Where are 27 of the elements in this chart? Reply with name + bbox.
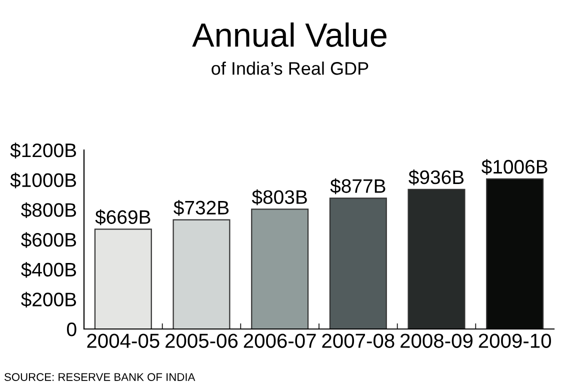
y-tick-label: $200B	[21, 292, 76, 308]
bar	[408, 188, 466, 329]
bar	[251, 208, 309, 329]
x-tick-label: 2007-08	[322, 334, 394, 348]
chart-subtitle: of India’s Real GDP	[212, 62, 368, 75]
y-tick-label: $400B	[21, 262, 76, 278]
x-tick-label: 2008-09	[400, 334, 473, 348]
bar	[329, 198, 387, 329]
bar	[172, 219, 230, 329]
y-tick-label: 0	[67, 322, 76, 336]
bar	[94, 228, 152, 329]
source-note: SOURCE: RESERVE BANK OF INDIA	[4, 373, 196, 381]
y-tick-label: $1200B	[10, 142, 76, 158]
x-tick-label: 2009-10	[478, 334, 552, 348]
y-tick-label: $1000B	[10, 172, 76, 188]
x-tick-label: 2004-05	[87, 334, 160, 348]
chart-title: Annual Value	[192, 22, 386, 47]
data-label: $936B	[408, 170, 464, 186]
x-tick-label: 2006-07	[244, 334, 316, 348]
data-label: $877B	[330, 178, 386, 194]
y-tick-label: $800B	[21, 202, 76, 218]
data-label: $669B	[95, 209, 150, 226]
x-tick-label: 2005-06	[166, 334, 238, 348]
data-label: $1006B	[482, 159, 548, 175]
y-tick-label: $600B	[21, 232, 76, 248]
data-label: $803B	[252, 189, 307, 206]
data-label: $732B	[174, 200, 229, 216]
